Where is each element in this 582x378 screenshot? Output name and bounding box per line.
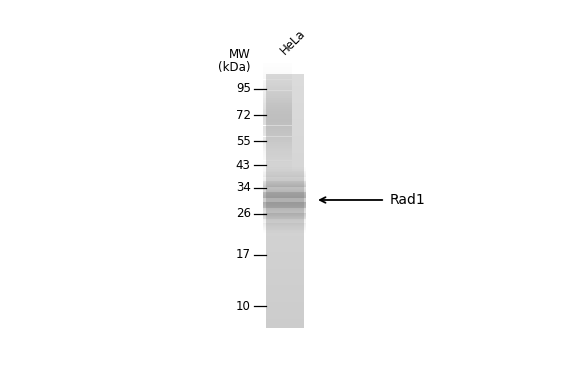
Text: MW: MW bbox=[229, 48, 251, 61]
Text: (kDa): (kDa) bbox=[218, 62, 251, 74]
Text: 55: 55 bbox=[236, 135, 251, 148]
Text: 26: 26 bbox=[236, 207, 251, 220]
Text: HeLa: HeLa bbox=[278, 27, 308, 57]
Text: 10: 10 bbox=[236, 300, 251, 313]
Text: 72: 72 bbox=[236, 109, 251, 122]
Text: 43: 43 bbox=[236, 159, 251, 172]
Text: 34: 34 bbox=[236, 181, 251, 194]
Text: 95: 95 bbox=[236, 82, 251, 95]
Text: Rad1: Rad1 bbox=[389, 193, 425, 207]
Text: 17: 17 bbox=[236, 248, 251, 261]
